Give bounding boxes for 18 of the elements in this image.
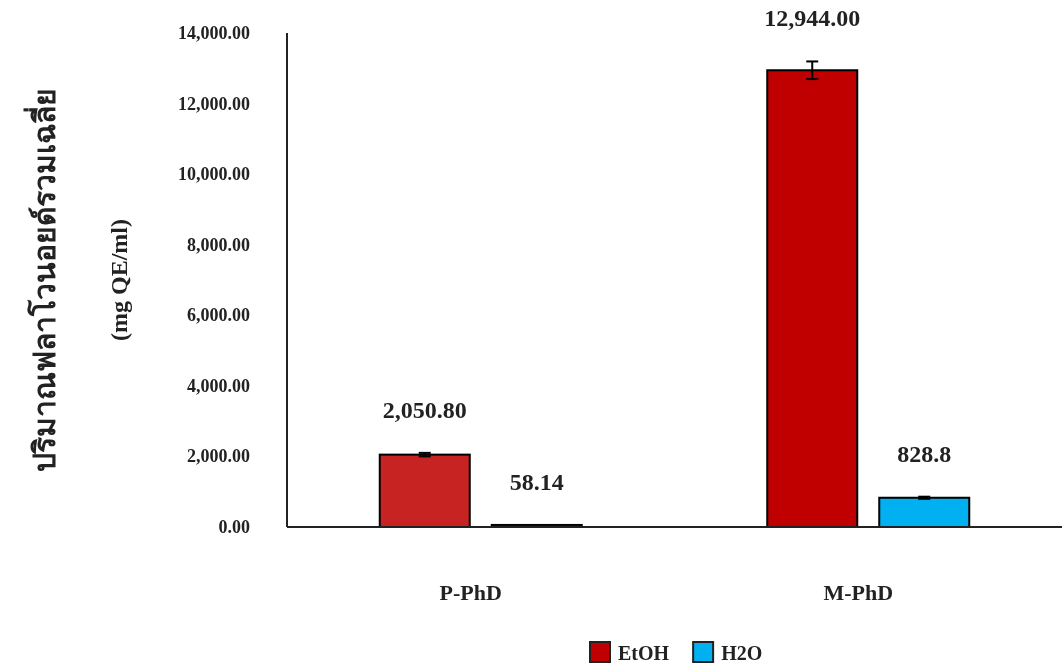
bar — [878, 496, 971, 528]
data-label: 828.8 — [897, 440, 952, 467]
legend-label: EtOH — [618, 642, 670, 664]
y-tick-label: 14,000.00 — [178, 23, 250, 43]
legend-label: H2O — [721, 642, 763, 664]
y-tick-label: 6,000.00 — [187, 305, 250, 326]
y-tick-label: 12,000.00 — [178, 93, 250, 114]
data-label: 2,050.80 — [382, 396, 467, 423]
y-tick-label: 4,000.00 — [187, 375, 250, 396]
bar — [378, 453, 471, 528]
x-tick-label: M-PhD — [823, 580, 894, 605]
x-tick-label: P-PhD — [439, 580, 502, 605]
data-label: 12,944.00 — [764, 5, 861, 32]
y-tick-label: 0.00 — [218, 517, 250, 537]
y-tick-label: 10,000.00 — [178, 164, 250, 185]
data-label: 58.14 — [509, 468, 564, 495]
y-tick-label: 2,000.00 — [187, 446, 250, 467]
y-tick-label: 8,000.00 — [187, 234, 250, 255]
